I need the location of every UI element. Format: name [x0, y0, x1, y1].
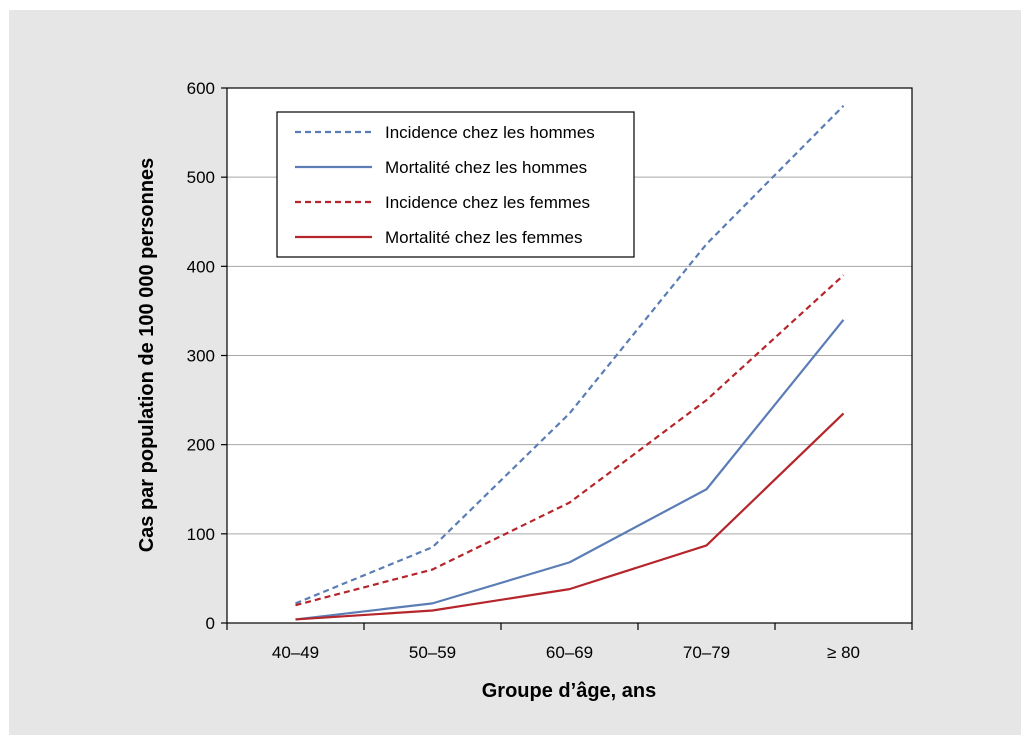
x-tick-label: 50–59: [409, 643, 456, 662]
y-tick-label: 200: [187, 436, 215, 455]
y-axis-label: Cas par population de 100 000 personnes: [136, 158, 158, 553]
x-tick-label: 60–69: [546, 643, 593, 662]
series-lines: [295, 105, 845, 621]
y-tick-label: 0: [206, 614, 215, 633]
legend-label: Mortalité chez les femmes: [385, 228, 582, 247]
y-tick-label: 500: [187, 168, 215, 187]
chart-panel: 0 100 200 300 400 500 600 40–49 50–59 60–69 70–79…: [9, 10, 1021, 735]
y-tick-label: 100: [187, 525, 215, 544]
y-tick-label: 400: [187, 257, 215, 276]
gridlines: [227, 176, 912, 535]
legend-label: Incidence chez les femmes: [385, 193, 590, 212]
y-tick-label: 300: [187, 347, 215, 366]
legend-box: [276, 111, 635, 258]
legend-label: Incidence chez les hommes: [385, 123, 595, 142]
x-axis: 40–49 50–59 60–69 70–79 ≥ 80: [226, 623, 913, 662]
legend-label: Mortalité chez les hommes: [385, 158, 587, 177]
line-chart: 0 100 200 300 400 500 600 40–49 50–59 60–69 70–79…: [136, 79, 913, 702]
x-tick-label: ≥ 80: [827, 643, 860, 662]
x-tick-label: 70–79: [683, 643, 730, 662]
series-line-3: [295, 274, 845, 607]
series-line-2: [295, 319, 845, 621]
y-axis: 0 100 200 300 400 500 600: [187, 79, 227, 633]
x-tick-label: 40–49: [272, 643, 319, 662]
x-axis-label: Groupe d’âge, ans: [482, 680, 656, 702]
y-tick-label: 600: [187, 79, 215, 98]
series-line-1: [295, 105, 845, 605]
series-line-4: [295, 412, 845, 621]
legend: Incidence chez les hommes Mortalité chez …: [276, 111, 635, 258]
